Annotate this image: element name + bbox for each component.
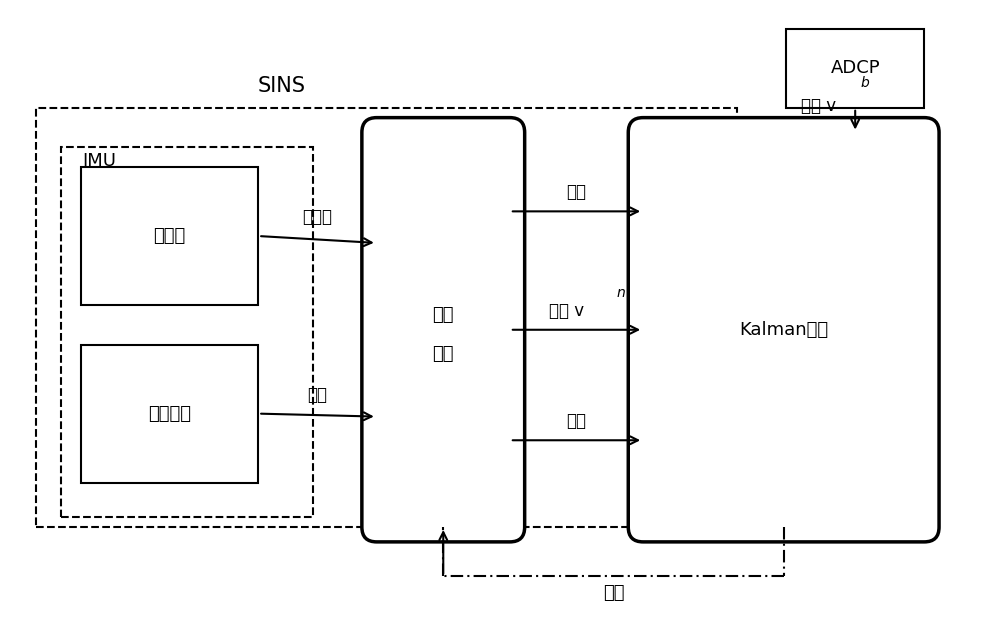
- Text: 解算: 解算: [433, 346, 454, 363]
- FancyBboxPatch shape: [362, 118, 525, 542]
- Text: n: n: [616, 286, 625, 300]
- Text: 比力: 比力: [307, 386, 327, 404]
- FancyBboxPatch shape: [81, 344, 258, 483]
- FancyBboxPatch shape: [628, 118, 939, 542]
- Text: 速度 v: 速度 v: [801, 97, 836, 115]
- Text: 校正: 校正: [603, 584, 624, 602]
- Text: 位置: 位置: [566, 412, 586, 431]
- Text: 姿态: 姿态: [566, 183, 586, 202]
- Text: 速度 v: 速度 v: [549, 302, 584, 320]
- Text: 加速度计: 加速度计: [148, 404, 191, 422]
- Text: b: b: [860, 77, 869, 90]
- Text: 角速度: 角速度: [302, 208, 332, 226]
- Text: 陀螺义: 陀螺义: [153, 227, 186, 245]
- Text: 导航: 导航: [433, 306, 454, 324]
- Text: SINS: SINS: [257, 76, 305, 96]
- Text: IMU: IMU: [83, 152, 117, 170]
- Text: ADCP: ADCP: [830, 59, 880, 77]
- FancyBboxPatch shape: [81, 167, 258, 305]
- Text: Kalman滤波: Kalman滤波: [739, 321, 828, 339]
- FancyBboxPatch shape: [786, 29, 924, 108]
